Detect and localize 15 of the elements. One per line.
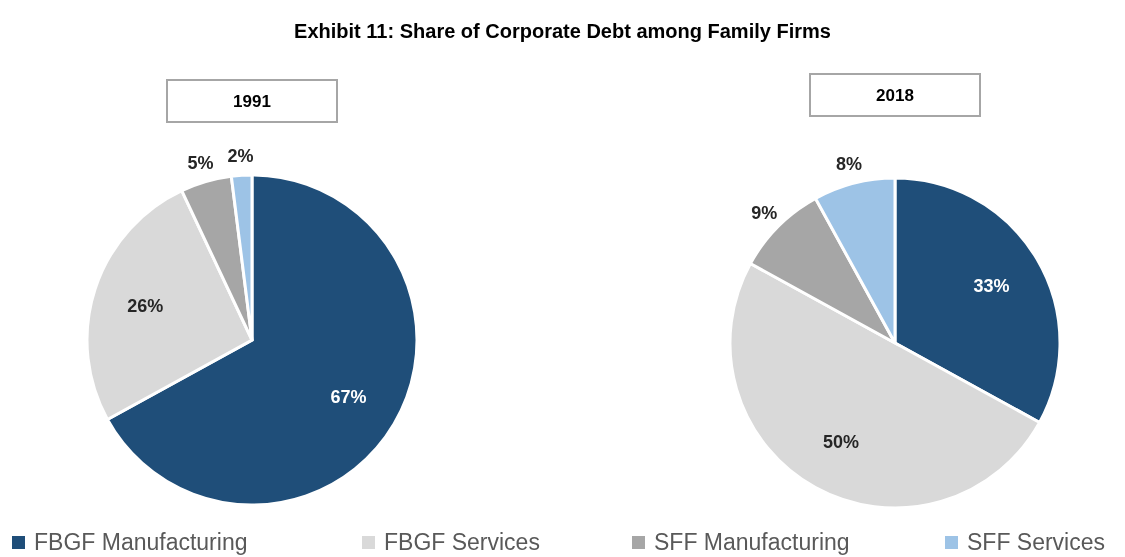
slice-label: 2018 bbox=[876, 86, 914, 105]
data-label: 2% bbox=[227, 145, 254, 166]
legend-label: SFF Services bbox=[967, 529, 1106, 555]
legend-label: SFF Manufacturing bbox=[654, 529, 850, 555]
data-label: 8% bbox=[836, 154, 863, 175]
slice-label: 1991 bbox=[233, 92, 271, 111]
legend-label: FBGF Manufacturing bbox=[34, 529, 248, 555]
legend-label: FBGF Services bbox=[384, 529, 540, 555]
data-label: 50% bbox=[822, 431, 859, 452]
data-label: 33% bbox=[973, 276, 1010, 297]
data-label: 67% bbox=[330, 387, 367, 408]
chart-title: Exhibit 11: Share of Corporate Debt among Family Firms bbox=[294, 20, 831, 42]
data-label: 5% bbox=[187, 152, 214, 173]
data-label: 9% bbox=[751, 202, 778, 223]
data-label: 26% bbox=[127, 295, 164, 316]
